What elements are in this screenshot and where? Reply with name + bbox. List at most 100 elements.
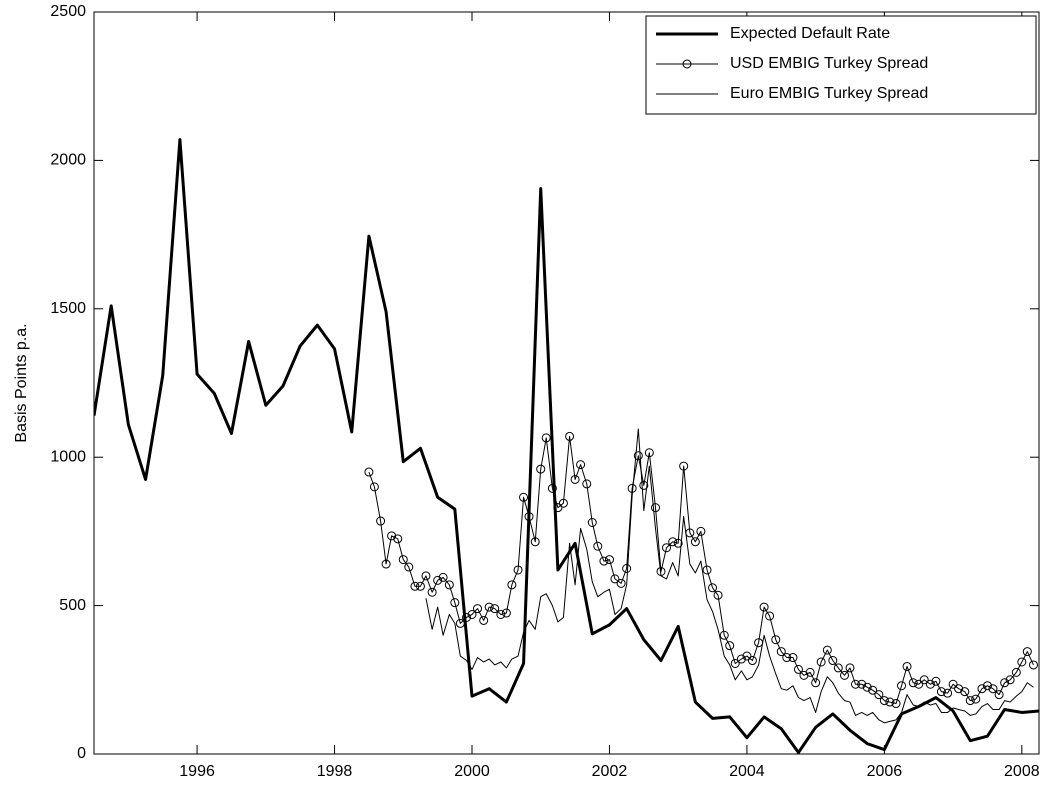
series-marker <box>565 431 575 441</box>
series-marker <box>971 694 981 704</box>
series-marker <box>547 483 557 493</box>
series-marker <box>776 647 786 657</box>
legend-label: Euro EMBIG Turkey Spread <box>730 85 928 102</box>
x-tick-label: 2008 <box>1004 763 1040 780</box>
series-marker <box>524 512 534 522</box>
series-marker <box>793 664 803 674</box>
series-marker <box>450 598 460 608</box>
y-tick-label: 0 <box>77 745 86 762</box>
series-marker <box>747 656 757 666</box>
series-marker <box>925 679 935 689</box>
series-marker <box>874 690 884 700</box>
series-marker <box>994 690 1004 700</box>
series-marker <box>530 537 540 547</box>
series-marker <box>799 670 809 680</box>
series-marker <box>868 685 878 695</box>
series-marker <box>805 667 815 677</box>
series-marker <box>788 653 798 663</box>
plot-area <box>94 138 1039 754</box>
series-marker <box>771 635 781 645</box>
series-marker <box>661 543 671 553</box>
series-marker <box>444 580 454 590</box>
series-marker <box>1022 647 1032 657</box>
series-marker <box>622 564 632 573</box>
series-marker <box>472 604 482 614</box>
series-marker <box>467 610 477 620</box>
y-tick-label: 1000 <box>50 448 86 465</box>
series-line <box>94 138 1039 754</box>
series-marker <box>427 587 437 597</box>
series-marker <box>879 696 889 706</box>
series-marker <box>736 654 746 664</box>
series-marker <box>719 630 729 640</box>
series-marker <box>960 687 970 697</box>
series-marker <box>730 658 740 668</box>
series-marker <box>885 697 895 707</box>
series-marker <box>536 464 546 474</box>
series-marker <box>599 556 609 566</box>
series-marker <box>982 681 992 691</box>
series-marker <box>490 604 500 614</box>
series-marker <box>501 608 511 618</box>
series-marker <box>708 583 718 593</box>
series-marker <box>1000 678 1010 688</box>
series-marker <box>897 681 907 691</box>
series-marker <box>587 517 597 527</box>
series-marker <box>1011 667 1021 677</box>
series-marker <box>936 687 946 697</box>
series-marker <box>513 565 523 575</box>
series-marker <box>410 581 420 591</box>
series-marker <box>593 541 603 551</box>
series-marker <box>507 580 517 590</box>
series-marker <box>1017 657 1027 667</box>
series-marker <box>845 663 855 673</box>
series-marker <box>816 657 826 667</box>
series-marker <box>822 645 832 655</box>
series-marker <box>673 538 683 548</box>
series-marker <box>840 670 850 680</box>
series-marker <box>850 679 860 689</box>
series-marker <box>833 663 843 673</box>
series-marker <box>604 555 614 565</box>
series-marker <box>404 562 414 572</box>
series-marker <box>988 684 998 694</box>
series-marker <box>679 461 689 471</box>
series-marker <box>582 479 592 489</box>
series-marker <box>902 661 912 671</box>
series-marker <box>782 653 792 663</box>
x-tick-label: 2006 <box>867 763 903 780</box>
series-marker <box>644 448 654 458</box>
x-tick-label: 2000 <box>454 763 490 780</box>
series-marker <box>690 537 700 547</box>
series-marker <box>570 474 580 484</box>
series-marker <box>415 581 425 591</box>
series-marker <box>759 602 769 612</box>
series-marker <box>433 575 443 585</box>
x-tick-label: 2002 <box>592 763 628 780</box>
series-marker <box>376 516 386 526</box>
series-marker <box>908 678 918 688</box>
series-marker <box>393 534 403 544</box>
series-marker <box>977 684 987 694</box>
plot-frame <box>93 11 1040 755</box>
series-marker <box>742 651 752 661</box>
series-marker <box>610 574 620 584</box>
series-marker <box>943 688 953 698</box>
series-marker <box>553 503 563 513</box>
series-marker <box>811 678 821 688</box>
series-marker <box>398 555 408 565</box>
series-marker <box>438 572 448 582</box>
series-marker <box>541 433 551 443</box>
series-marker <box>387 531 397 541</box>
series-marker <box>862 682 872 692</box>
series-marker <box>616 578 626 588</box>
series-marker <box>965 696 975 706</box>
y-tick-label: 2000 <box>50 152 86 169</box>
series-marker <box>765 611 775 621</box>
legend-label: Expected Default Rate <box>730 25 890 42</box>
series-marker <box>519 492 529 502</box>
series-marker <box>484 602 494 612</box>
series-marker <box>931 676 941 686</box>
series-marker <box>696 526 706 536</box>
